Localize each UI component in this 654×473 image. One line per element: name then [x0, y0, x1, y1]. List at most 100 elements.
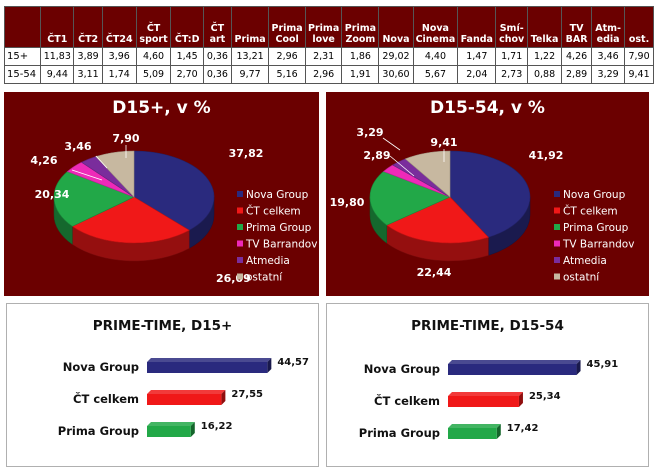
pie-panel-d15plus: D15+, v % 37,82 26,09 20,34 4,26 3,46 7,90 Nov…	[4, 92, 319, 296]
leader-line	[71, 169, 103, 181]
category-label: Prima Group	[359, 426, 440, 440]
bar	[147, 426, 191, 437]
chart-title: D15-54, v %	[430, 98, 545, 118]
table-cell: 2,31	[304, 47, 343, 66]
pie-chart-d15-54: 41,92 22,44 19,80 2,89 3,29 9,41 Nova Group ČT …	[330, 126, 635, 284]
table-cell: 7,90	[624, 47, 654, 66]
category-label: Nova Group	[63, 360, 139, 374]
legend-item: Nova Group	[246, 189, 309, 201]
column-header: ČT sport	[135, 6, 172, 48]
bar-top	[147, 390, 226, 394]
chart-title: PRIME-TIME, D15+	[92, 318, 233, 334]
table-cell: 5,67	[412, 65, 459, 84]
pie-slice	[369, 171, 451, 226]
column-header: Telka	[527, 6, 563, 48]
bar-top	[448, 424, 501, 428]
table-cell: 1,47	[457, 47, 497, 66]
legend-swatch	[237, 191, 243, 197]
pie-data-label: 37,82	[229, 147, 264, 160]
bar-end	[190, 422, 195, 437]
legend-swatch	[237, 240, 243, 247]
table-cell: 2,96	[304, 65, 343, 84]
bar-top	[448, 392, 523, 396]
table-cell: 3,29	[591, 65, 626, 84]
pie-data-label: 19,80	[330, 196, 365, 209]
table-cell: 4,60	[135, 47, 172, 66]
column-header: Atm-edia	[591, 6, 626, 48]
column-header: Prima Cool	[268, 6, 306, 48]
column-header: Nova Cinema	[412, 6, 459, 48]
table-cell: 1,86	[341, 47, 380, 66]
table-cell: 4,40	[412, 47, 459, 66]
bar-group: ČT celkem 27,55	[73, 389, 263, 406]
table-row: 15-54 9,44 3,11 1,74 5,09 2,70 0,36 9,77 5,16 2,9…	[3, 65, 654, 84]
table-cell: 3,89	[73, 47, 103, 66]
table-cell: 4,26	[561, 47, 593, 66]
table-cell: 5,09	[135, 65, 172, 84]
legend-item: Nova Group	[563, 189, 626, 201]
bar-panel-prime-d15plus: PRIME-TIME, D15+ Nova Group 44,57 ČT celke…	[6, 303, 319, 467]
legend-swatch	[554, 224, 560, 230]
column-header: TV BAR	[561, 6, 593, 48]
table-cell: 9,41	[624, 65, 654, 84]
legend: Nova Group ČT celkem Prima Group TV Barrand…	[554, 189, 634, 284]
pie-slice	[404, 150, 451, 198]
pie-tops	[53, 150, 215, 244]
column-header: Prima	[230, 6, 270, 48]
bar	[147, 394, 222, 405]
pie-data-label: 41,92	[529, 149, 564, 162]
legend-swatch	[554, 257, 560, 263]
pie-data-label: 3,29	[356, 126, 383, 139]
column-header: ČT1	[40, 6, 75, 48]
column-header: Prima Zoom	[341, 6, 380, 48]
bar	[448, 364, 577, 375]
column-header: ČT:D	[170, 6, 204, 48]
row-label: 15-54	[3, 65, 42, 84]
table-cell: 29,02	[378, 47, 414, 66]
value-label: 17,42	[507, 423, 539, 434]
value-label: 16,22	[201, 421, 233, 432]
legend-item: ostatní	[246, 272, 283, 284]
table-cell: 11,83	[40, 47, 75, 66]
table-cell: 9,77	[230, 65, 270, 84]
legend-swatch	[237, 224, 243, 230]
pie-data-label: 22,44	[417, 266, 452, 279]
legend-item: Prima Group	[246, 222, 312, 234]
table-cell: 2,89	[561, 65, 593, 84]
pie-tops	[369, 150, 531, 244]
legend-swatch	[237, 207, 243, 214]
table-cell: 1,74	[101, 65, 137, 84]
leader-line	[389, 155, 415, 177]
category-label: Nova Group	[364, 362, 440, 376]
pie-data-label: 9,41	[430, 136, 457, 149]
legend-swatch	[554, 191, 560, 197]
table-cell: 2,96	[268, 47, 306, 66]
column-header: Prima love	[304, 6, 343, 48]
table-cell: 2,04	[457, 65, 497, 84]
bar-group: Prima Group 16,22	[58, 421, 233, 438]
legend-item: Atmedia	[246, 255, 290, 267]
bar-end	[576, 360, 581, 375]
column-header: ČT24	[101, 6, 137, 48]
chart-title: D15+, v %	[112, 98, 211, 118]
table-cell: 5,16	[268, 65, 306, 84]
row-label: 15+	[3, 47, 42, 66]
pie-data-label: 4,26	[30, 154, 57, 167]
table-cell: 3,46	[591, 47, 626, 66]
pie-data-label: 3,46	[64, 140, 91, 153]
bar	[448, 428, 497, 439]
pie-slice	[133, 150, 215, 231]
bar-top	[448, 360, 581, 364]
table-cell: 0,36	[202, 65, 232, 84]
leader-line	[95, 155, 108, 169]
legend-item: Atmedia	[563, 255, 607, 267]
category-label: ČT celkem	[73, 391, 139, 406]
leader-line	[382, 137, 401, 151]
table-cell: 2,70	[170, 65, 204, 84]
pie-data-label: 7,90	[112, 132, 139, 145]
table-cell: 0,88	[527, 65, 563, 84]
share-table: ČT1 ČT2 ČT24 ČT sport ČT:D ČT art Prima Prima Cool…	[3, 6, 654, 84]
table-cell: 0,36	[202, 47, 232, 66]
bar	[448, 396, 519, 407]
